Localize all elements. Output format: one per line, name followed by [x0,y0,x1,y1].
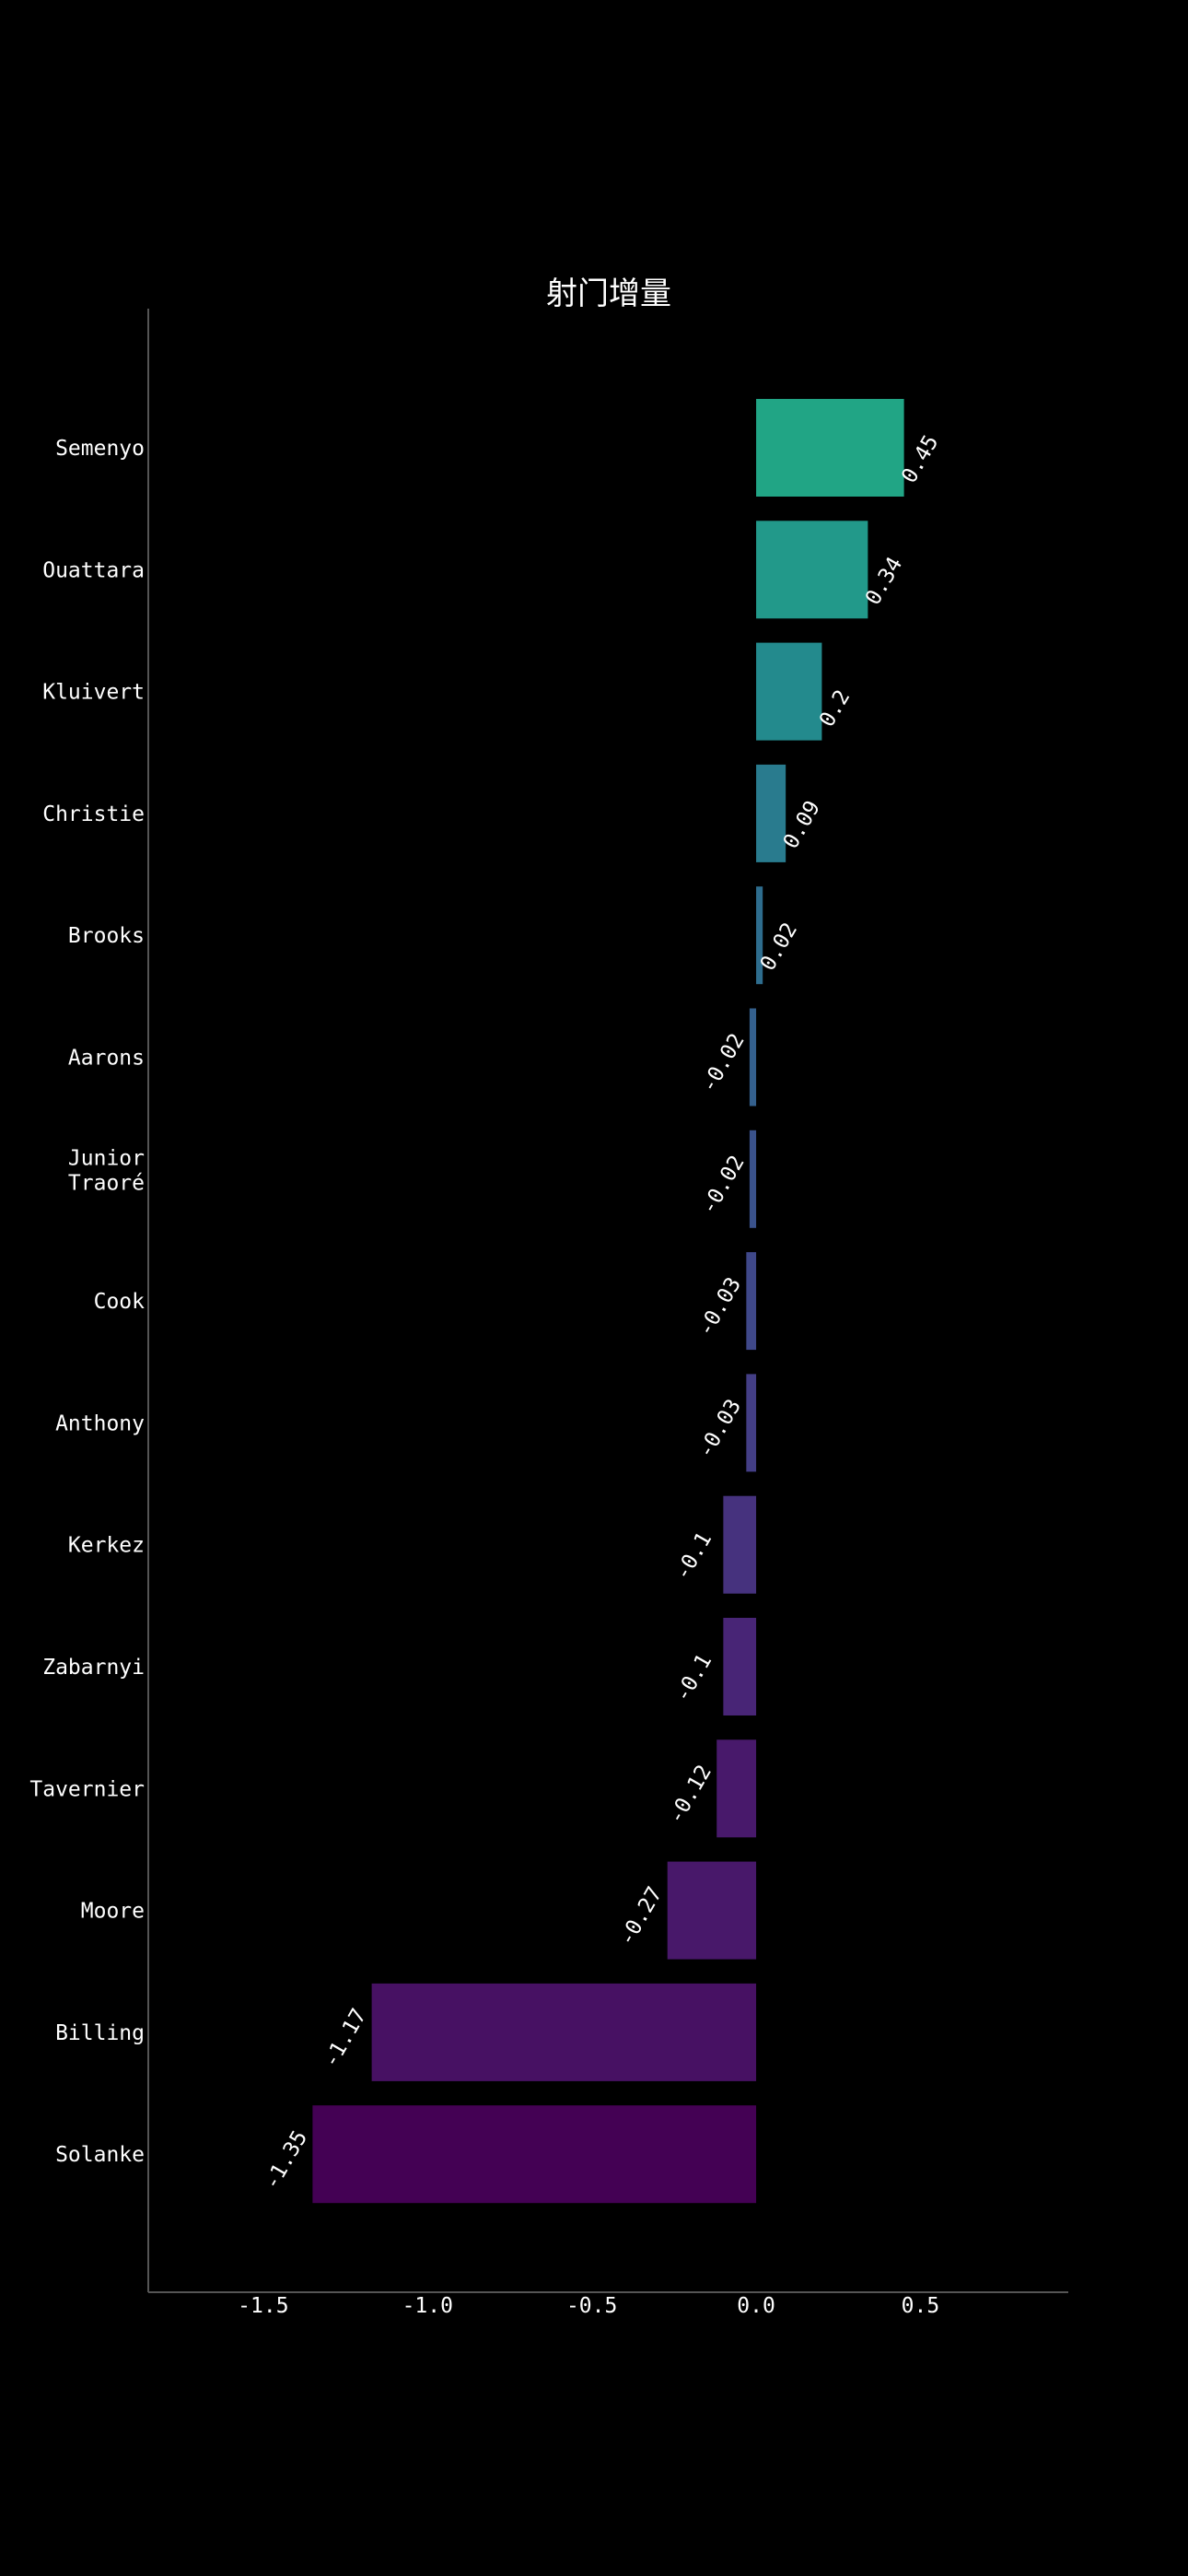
category-label: Zabarnyi [42,1656,145,1680]
bar [723,1618,757,1715]
category-label: Kluivert [42,681,145,705]
x-tick-label: -1.5 [238,2294,288,2318]
category-label: Ouattara [42,558,145,582]
bar-value-label: 0.45 [897,431,943,487]
value-labels-group: 0.450.340.20.090.02-0.02-0.02-0.03-0.03-… [260,431,943,2194]
bar [756,642,822,741]
bar [723,1495,757,1594]
category-label: Junior Traoré [68,1146,145,1195]
category-label: Aarons [68,1047,145,1071]
bar-value-label: 0.02 [756,919,802,975]
x-tick-label: 0.0 [737,2294,775,2318]
bar [749,1130,757,1228]
category-label: Billing [55,2021,145,2045]
category-labels-group: Semenyo Ouattara Kluivert Christie Brooks Aar… [29,437,145,2167]
bar-value-label: -0.1 [670,1528,716,1585]
bar [716,1739,757,1838]
x-tick-label: 0.5 [902,2294,940,2318]
bar-value-label: 0.09 [779,797,825,853]
category-label: Moore [81,1900,145,1924]
bar [746,1374,757,1472]
bar-value-label: -0.27 [614,1883,667,1950]
x-ticks-group: -1.5 -1.0 -0.5 0.0 0.5 [238,2294,939,2318]
bar-value-label: -0.12 [664,1761,716,1828]
bars-group [312,399,904,2204]
category-label: Semenyo [55,437,145,461]
bar-value-label: -0.1 [670,1650,716,1706]
bar [756,886,763,985]
category-label: Cook [94,1290,146,1314]
bar [312,2105,757,2204]
chart-title: 射门增量 [546,275,671,312]
category-label: Christie [42,802,145,826]
bar-value-label: -1.17 [319,2005,371,2072]
category-label: Tavernier [29,1777,145,1801]
bar [756,764,786,862]
bar [371,1983,757,2081]
bar-value-label: 0.34 [861,553,907,609]
bar-value-label: -1.35 [260,2126,312,2194]
bar-value-label: -0.02 [697,1030,750,1097]
bar [667,1861,757,1960]
category-label: Kerkez [68,1534,145,1558]
bar [756,399,904,497]
category-label: Solanke [55,2143,145,2167]
category-label: Anthony [55,1411,145,1435]
bar [746,1252,757,1351]
bar-value-label: -0.02 [697,1152,750,1219]
bar-value-label: -0.03 [693,1395,746,1462]
x-tick-label: -1.0 [402,2294,453,2318]
category-label: Brooks [68,924,145,948]
bar [749,1008,757,1107]
bar [756,521,868,619]
x-tick-label: -0.5 [566,2294,617,2318]
bar-value-label: -0.03 [693,1273,746,1341]
